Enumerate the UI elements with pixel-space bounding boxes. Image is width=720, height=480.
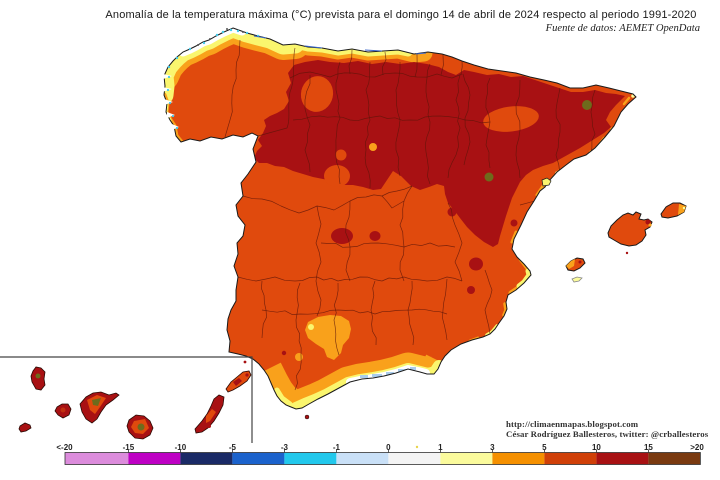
svg-text:-15: -15 (123, 443, 135, 452)
svg-text:-1: -1 (333, 443, 341, 452)
svg-text:-3: -3 (281, 443, 289, 452)
svg-text:10: 10 (592, 443, 601, 452)
svg-text:15: 15 (644, 443, 653, 452)
svg-text:1: 1 (438, 443, 443, 452)
svg-text:5: 5 (542, 443, 547, 452)
svg-text:-10: -10 (175, 443, 187, 452)
svg-text:3: 3 (490, 443, 495, 452)
svg-text:>20: >20 (690, 443, 704, 452)
svg-text:0: 0 (386, 443, 391, 452)
svg-text:-5: -5 (229, 443, 237, 452)
svg-text:<-20: <-20 (56, 443, 73, 452)
